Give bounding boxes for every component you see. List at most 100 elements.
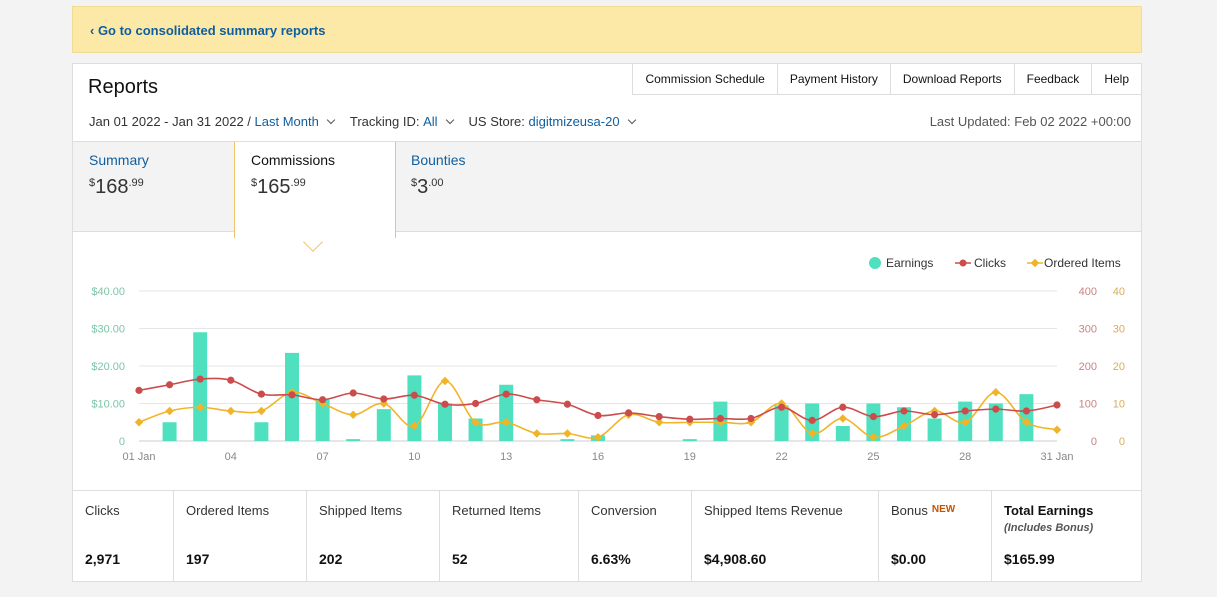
earnings-bar <box>346 439 361 441</box>
ordered-items-point <box>195 403 205 412</box>
clicks-point <box>135 386 143 394</box>
store-select[interactable]: digitmizeusa-20 <box>528 114 620 129</box>
clicks-point <box>166 381 174 389</box>
clicks-point <box>778 403 786 411</box>
clicks-point <box>900 407 908 415</box>
y-left-tick: $10.00 <box>91 399 125 411</box>
earnings-bar <box>162 422 177 441</box>
clicks-point <box>441 400 449 408</box>
clicks-point <box>747 414 755 423</box>
clicks-point <box>257 390 265 398</box>
x-tick: 13 <box>500 451 512 463</box>
date-range: Jan 01 2022 - Jan 31 2022 / <box>89 114 251 129</box>
ordered-items-point <box>501 418 511 427</box>
tab-bounties[interactable]: Bounties $3.00 <box>395 142 557 233</box>
tab-feedback[interactable]: Feedback <box>1014 63 1093 95</box>
tab-summary[interactable]: Summary $168.99 <box>73 142 235 233</box>
earnings-bar <box>835 426 850 441</box>
period-select[interactable]: Last Month <box>254 114 319 129</box>
y-ordered-tick: 40 <box>1113 286 1125 298</box>
clicks-point <box>594 411 602 420</box>
summary-tabs: Summary $168.99 Commissions $165.99 Boun… <box>73 141 1141 238</box>
clicks-point <box>716 414 725 423</box>
chevron-down-icon[interactable] <box>326 115 336 125</box>
clicks-point <box>869 413 878 421</box>
legend-clicks-swatch <box>959 259 967 267</box>
page-title: Reports <box>88 76 159 98</box>
stat-clicks: Clicks 2,971 <box>73 491 174 582</box>
clicks-point <box>808 416 816 424</box>
stat-label: Conversion <box>591 503 657 518</box>
y-ordered-tick: 20 <box>1113 361 1125 373</box>
stat-label: Shipped Items Revenue <box>704 503 843 518</box>
tab-commissions[interactable]: Commissions $165.99 <box>234 142 396 238</box>
commissions-amount: $165.99 <box>251 176 306 198</box>
y-clicks-tick: 300 <box>1079 324 1097 336</box>
earnings-bar <box>193 332 208 441</box>
ordered-items-point <box>532 429 542 438</box>
ordered-items-point <box>1052 425 1062 434</box>
y-ordered-tick: 0 <box>1119 436 1125 448</box>
earnings-bar <box>407 375 422 441</box>
stat-conversion: Conversion 6.63% <box>579 491 692 582</box>
x-tick: 22 <box>775 451 787 463</box>
ordered-items-point <box>654 418 664 427</box>
tracking-id-select[interactable]: All <box>423 114 438 129</box>
ordered-items-point <box>838 414 848 423</box>
clicks-point <box>563 400 571 408</box>
x-tick: 16 <box>592 451 604 463</box>
clicks-point <box>227 376 235 384</box>
stat-value: 6.63% <box>591 551 631 567</box>
ordered-items-point <box>134 418 144 427</box>
stat-shipped-items: Shipped Items 202 <box>307 491 440 582</box>
ordered-items-point <box>899 421 909 431</box>
tab-commission-schedule[interactable]: Commission Schedule <box>632 63 778 95</box>
ordered-items-point <box>807 429 817 438</box>
stat-label: Bonus NEW <box>891 503 956 518</box>
ordered-items-point <box>471 418 480 427</box>
clicks-point <box>839 403 847 411</box>
ordered-items-point <box>593 433 603 442</box>
legend-earnings: Earnings <box>886 256 933 270</box>
earnings-bar <box>254 422 269 441</box>
consolidated-summary-link[interactable]: ‹ Go to consolidated summary reports <box>90 23 326 38</box>
clicks-point <box>686 415 694 423</box>
stat-value: $0.00 <box>891 551 927 567</box>
stat-total-earnings: Total Earnings (Includes Bonus) $165.99 <box>992 491 1141 582</box>
clicks-point <box>319 396 327 404</box>
y-clicks-tick: 0 <box>1091 436 1097 448</box>
bounties-amount: $3.00 <box>411 176 444 198</box>
stat-shipped-revenue: Shipped Items Revenue $4,908.60 <box>692 491 879 582</box>
store-label: US Store: <box>468 114 525 129</box>
earnings-chart: 0 0 0 $10.00 100 10 $20.00 200 20 $30.00 300 30 $40.… <box>91 256 1125 463</box>
tab-commissions-label: Commissions <box>251 152 336 168</box>
stat-bonus: Bonus NEW $0.00 <box>879 491 992 582</box>
stat-label: Returned Items <box>452 503 541 518</box>
x-tick: 07 <box>316 451 328 463</box>
stat-label: Shipped Items <box>319 503 403 518</box>
ordered-items-point <box>165 406 174 416</box>
earnings-bar <box>682 439 697 441</box>
earnings-bar <box>315 399 330 441</box>
legend-ordered-swatch <box>1030 258 1040 268</box>
ordered-items-point <box>410 421 419 431</box>
clicks-point <box>472 399 480 408</box>
y-left-tick: $20.00 <box>91 361 125 373</box>
ordered-items-point <box>348 410 358 419</box>
y-left-tick: 0 <box>119 436 125 448</box>
y-clicks-tick: 100 <box>1079 399 1097 411</box>
x-tick: 25 <box>867 451 879 463</box>
earnings-bar <box>774 405 789 441</box>
chevron-down-icon[interactable] <box>627 115 636 125</box>
chevron-down-icon[interactable] <box>445 115 454 125</box>
y-clicks-tick: 400 <box>1079 286 1097 298</box>
ordered-items-point <box>257 406 266 416</box>
tab-payment-history[interactable]: Payment History <box>777 63 891 95</box>
tab-download-reports[interactable]: Download Reports <box>890 63 1015 95</box>
tab-help[interactable]: Help <box>1092 63 1142 95</box>
clicks-point <box>931 411 939 419</box>
clicks-point <box>1022 407 1030 415</box>
legend-earnings-swatch <box>869 257 881 269</box>
stat-value: 2,971 <box>85 551 121 567</box>
y-ordered-tick: 10 <box>1113 399 1125 411</box>
